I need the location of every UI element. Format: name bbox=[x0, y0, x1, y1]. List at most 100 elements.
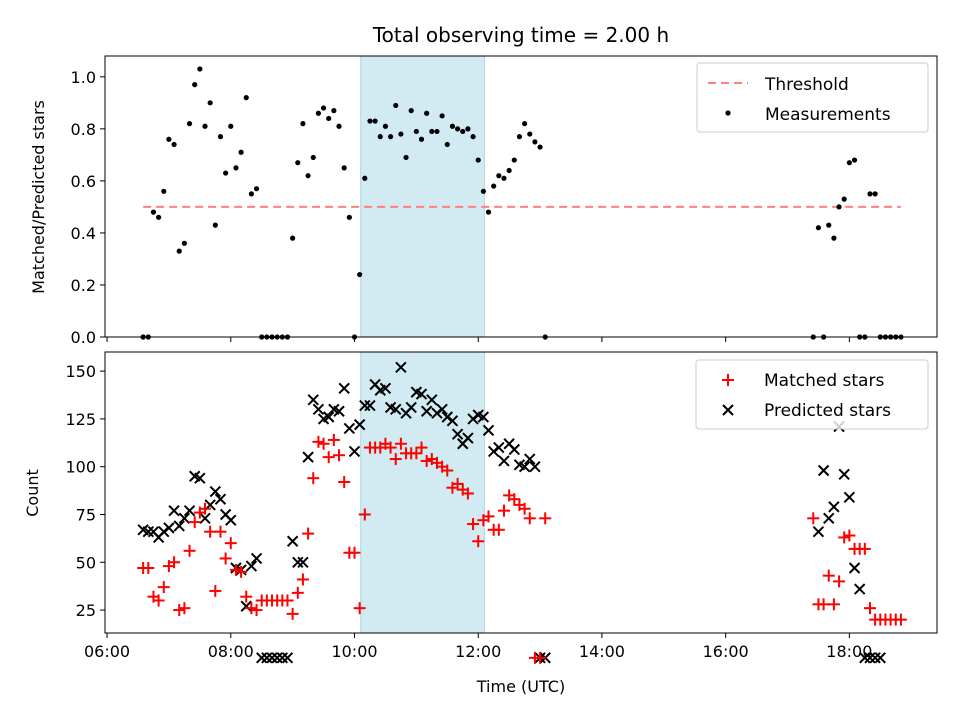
measurement-point bbox=[238, 149, 244, 155]
measurement-point bbox=[532, 139, 538, 145]
measurement-point bbox=[491, 183, 497, 189]
measurement-points bbox=[140, 66, 904, 340]
matched-star-point bbox=[250, 604, 263, 617]
predicted-star-point bbox=[323, 411, 335, 423]
measurement-point bbox=[212, 222, 218, 228]
matched-star-point bbox=[240, 590, 253, 603]
predicted-star-point bbox=[420, 405, 433, 417]
legend-matched-swatch bbox=[722, 374, 734, 386]
measurement-point bbox=[527, 131, 533, 137]
top-y-ticks: 0.0 0.2 0.4 0.6 0.8 1.0 bbox=[71, 68, 105, 347]
matched-star-point bbox=[183, 544, 196, 557]
predicted-star-point bbox=[302, 451, 314, 463]
predicted-star-point bbox=[343, 422, 356, 435]
y-tick-label: 0.6 bbox=[71, 172, 96, 191]
measurement-point bbox=[197, 66, 203, 72]
predicted-star-point bbox=[173, 520, 185, 532]
legend-measurement-label: Measurements bbox=[765, 105, 891, 125]
predicted-star-point bbox=[451, 428, 464, 440]
predicted-star-point bbox=[359, 399, 371, 412]
matched-star-point bbox=[229, 563, 242, 576]
predicted-star-point bbox=[307, 394, 319, 406]
measurement-point bbox=[429, 128, 435, 135]
matched-star-point bbox=[307, 472, 320, 485]
measurement-point bbox=[439, 113, 445, 119]
measurement-point bbox=[393, 102, 399, 109]
predicted-star-point bbox=[864, 652, 876, 664]
x-tick-label: 18:00 bbox=[826, 642, 872, 661]
y-tick-label: 0.0 bbox=[71, 328, 96, 347]
measurement-point bbox=[485, 209, 492, 215]
predicted-star-point bbox=[353, 418, 366, 431]
predicted-star-point bbox=[225, 514, 237, 526]
matched-star-point bbox=[235, 565, 248, 578]
predicted-star-point bbox=[390, 403, 402, 416]
predicted-star-point bbox=[276, 652, 289, 664]
legend-measurement-swatch bbox=[725, 110, 731, 116]
predicted-star-point bbox=[199, 512, 211, 525]
matched-star-point bbox=[188, 516, 201, 529]
measurement-point bbox=[346, 214, 352, 220]
measurement-point bbox=[305, 173, 311, 179]
predicted-star-point bbox=[493, 441, 505, 454]
measurement-point bbox=[228, 123, 234, 129]
measurement-point bbox=[501, 175, 507, 181]
measurement-point bbox=[377, 134, 383, 140]
top-y-axis-label: Matched/Predicted stars bbox=[29, 100, 48, 294]
predicted-star-point bbox=[209, 485, 222, 498]
matched-star-point bbox=[415, 441, 428, 454]
predicted-star-point bbox=[869, 652, 881, 664]
predicted-star-point bbox=[194, 472, 206, 484]
predicted-star-point bbox=[518, 460, 531, 473]
predicted-star-point bbox=[271, 652, 283, 664]
predicted-star-point bbox=[214, 493, 227, 505]
matched-star-point bbox=[534, 651, 547, 664]
matched-star-point bbox=[833, 575, 846, 588]
predicted-star-point bbox=[292, 556, 304, 568]
measurement-point bbox=[223, 170, 229, 176]
measurement-point bbox=[398, 131, 404, 137]
y-tick-label: 125 bbox=[65, 410, 96, 429]
matched-star-point bbox=[410, 447, 423, 460]
measurement-point bbox=[336, 123, 342, 129]
measurement-point bbox=[202, 123, 208, 129]
predicted-star-point bbox=[286, 535, 299, 547]
predicted-star-point bbox=[250, 552, 263, 565]
predicted-star-point bbox=[859, 652, 871, 664]
matched-star-point bbox=[451, 477, 464, 490]
bottom-legend-frame bbox=[695, 359, 929, 430]
matched-star-point bbox=[178, 602, 191, 615]
matched-star-point bbox=[523, 512, 536, 525]
measurement-point bbox=[454, 126, 461, 132]
x-tick-label: 10:00 bbox=[331, 642, 377, 661]
legend-predicted-label: Predicted stars bbox=[764, 401, 891, 421]
predicted-star-point bbox=[266, 652, 278, 664]
y-tick-label: 1.0 bbox=[71, 68, 96, 87]
measurement-point bbox=[166, 136, 172, 142]
measurement-point bbox=[207, 100, 213, 106]
matched-star-point bbox=[209, 584, 222, 597]
measurement-point bbox=[836, 204, 842, 210]
predicted-star-point bbox=[281, 652, 294, 664]
measurement-point bbox=[217, 134, 224, 140]
matched-star-point bbox=[838, 531, 851, 544]
y-tick-label: 100 bbox=[65, 458, 96, 477]
predicted-star-point bbox=[415, 388, 428, 400]
matched-star-point bbox=[224, 537, 237, 550]
measurement-point bbox=[176, 248, 182, 254]
predicted-star-point bbox=[348, 445, 361, 458]
predicted-star-point bbox=[163, 522, 175, 534]
x-axis-label: Time (UTC) bbox=[476, 677, 565, 696]
predicted-star-point bbox=[333, 405, 345, 417]
predicted-star-point bbox=[405, 401, 417, 414]
predicted-star-point bbox=[297, 556, 309, 568]
matched-star-point bbox=[863, 602, 876, 615]
x-tick-label: 14:00 bbox=[579, 642, 625, 661]
matched-star-point bbox=[358, 508, 371, 521]
matched-stars-points bbox=[137, 433, 907, 664]
matched-star-point bbox=[327, 433, 340, 446]
matched-star-point bbox=[858, 542, 871, 555]
measurement-point bbox=[341, 165, 347, 171]
bottom-axes: 25 50 75 100 125 150 06:00 08:00 10:00 12:00 14:0… bbox=[23, 351, 938, 696]
